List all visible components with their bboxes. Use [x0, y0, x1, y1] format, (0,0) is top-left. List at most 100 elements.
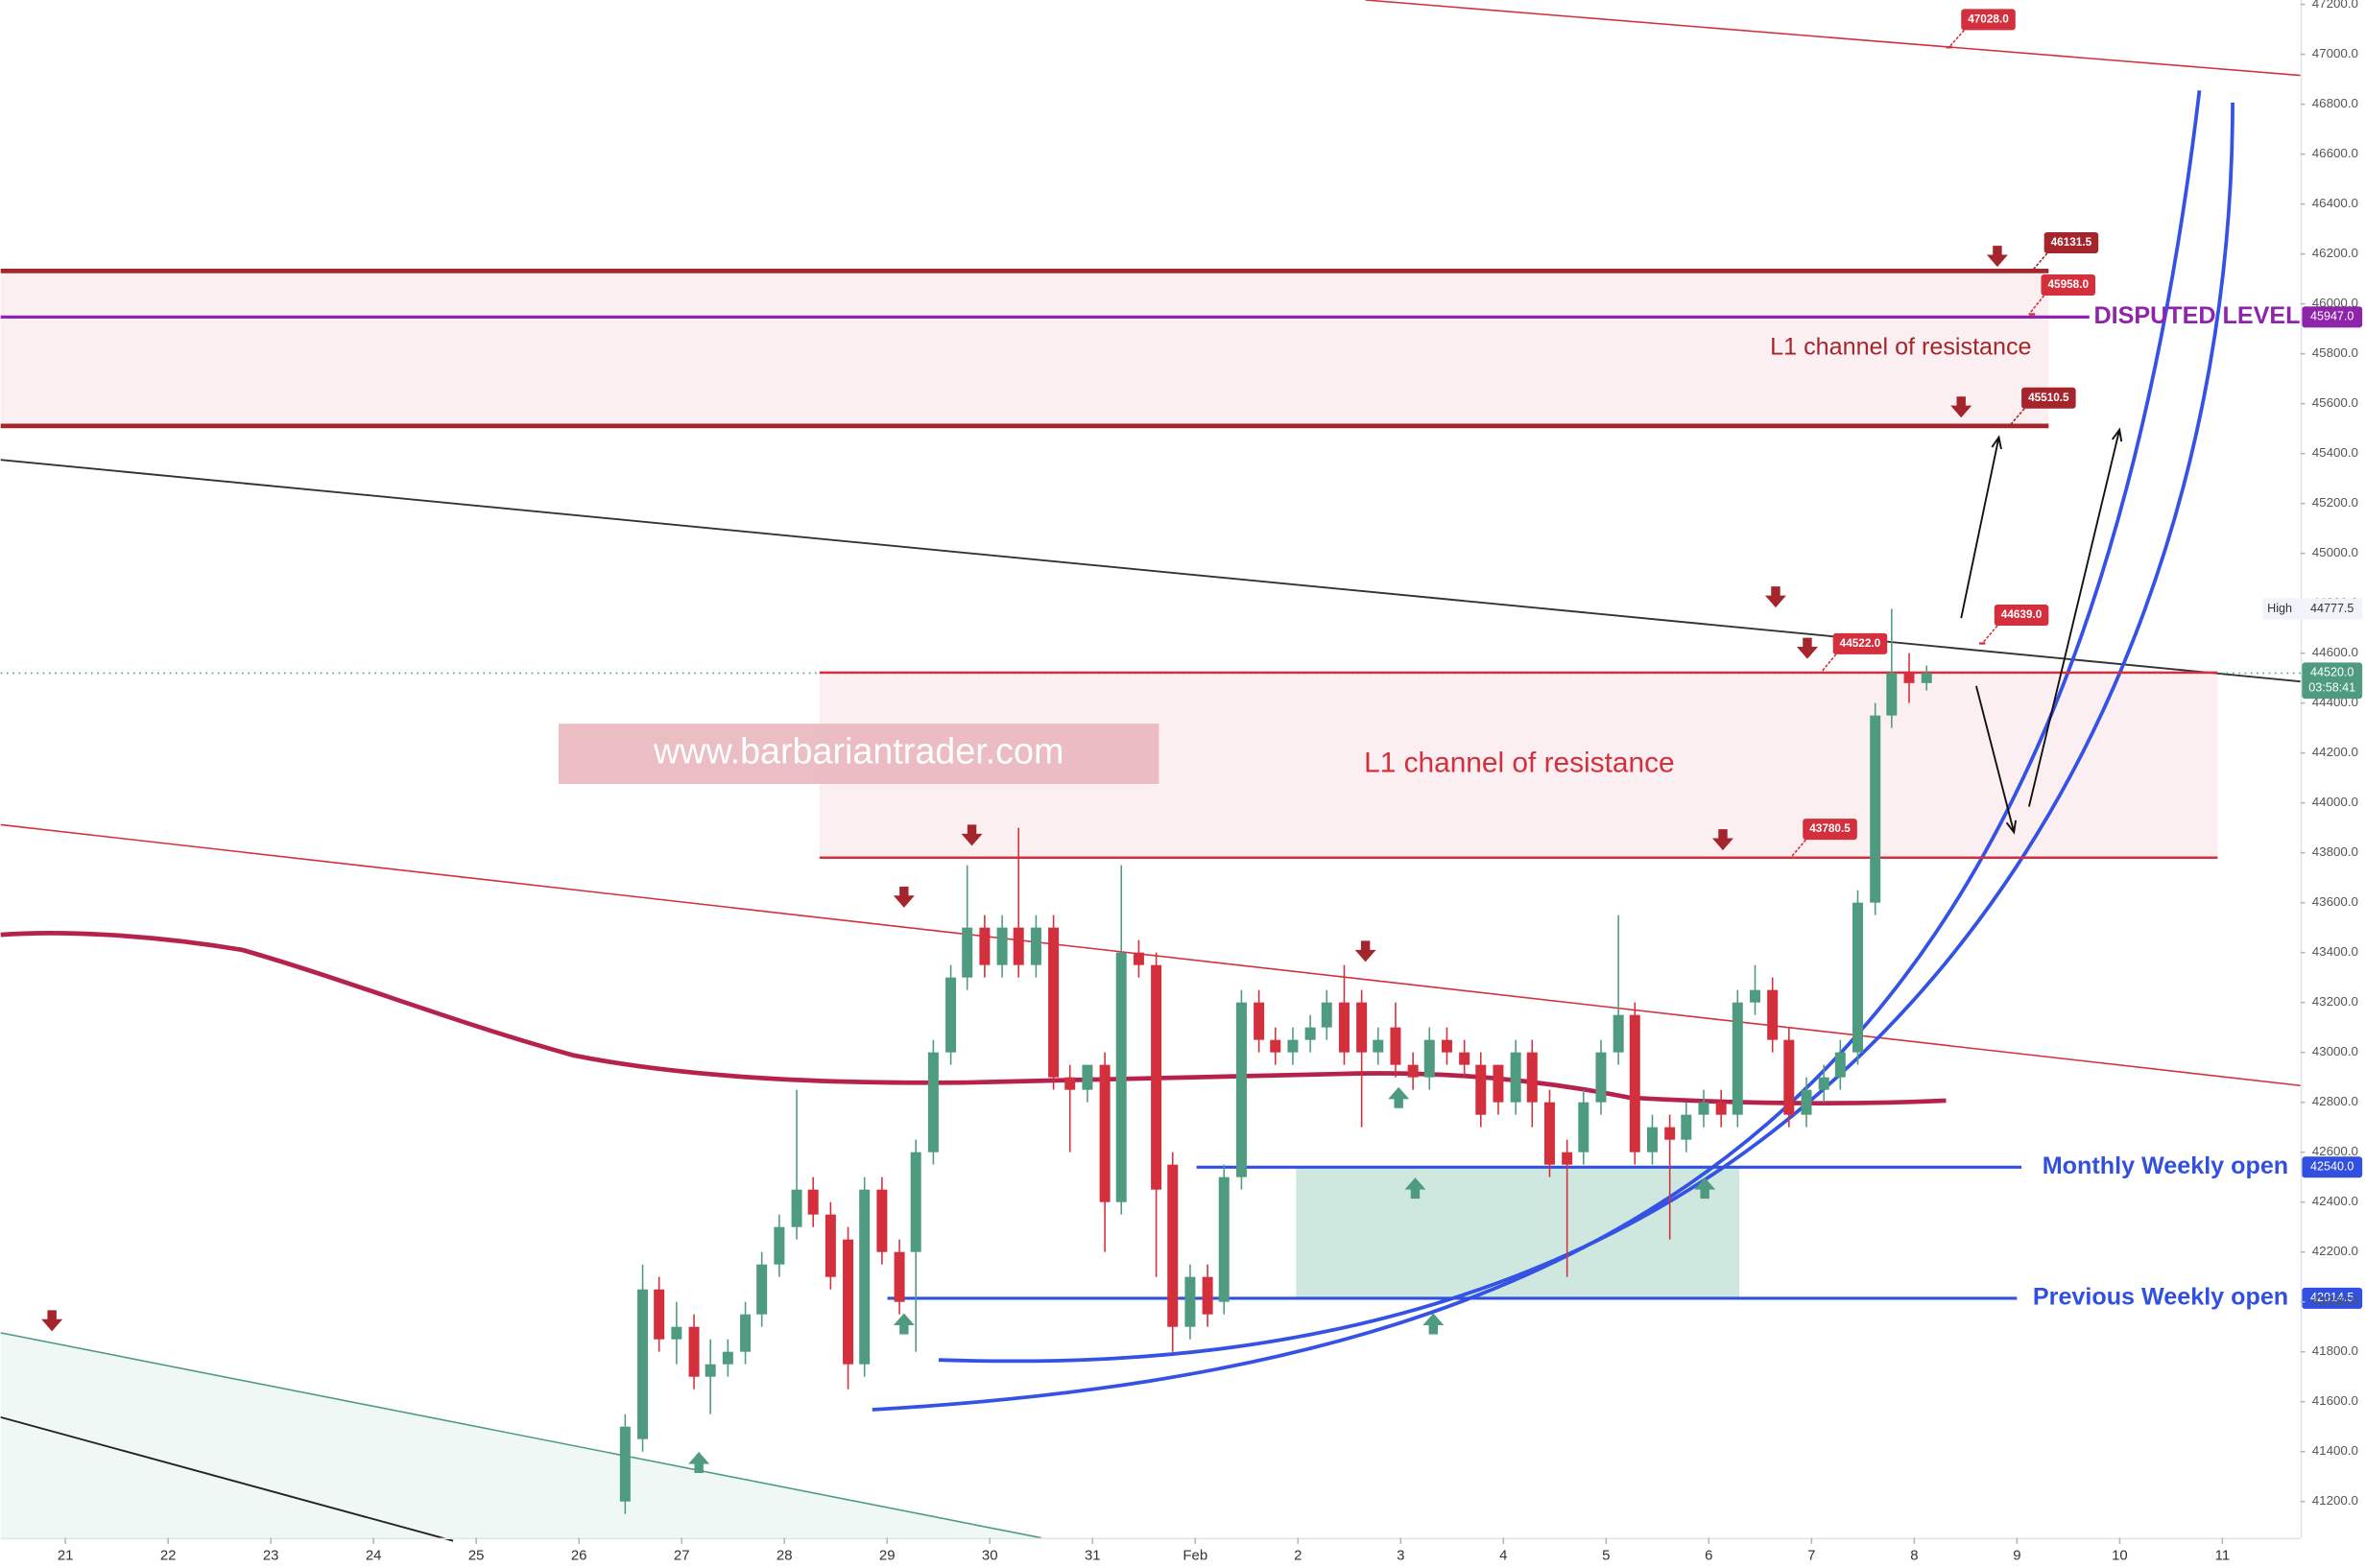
high-tag-label: High [2267, 602, 2292, 615]
x-tick-label: 8 [1910, 1547, 1918, 1563]
y-tick-label: 46000.0 [2312, 296, 2358, 310]
candle-body [1356, 1002, 1368, 1053]
channel-line [0, 1332, 1041, 1539]
candle-body [996, 927, 1008, 965]
level-tag-pointer [2031, 252, 2048, 272]
y-tick-label: 46400.0 [2312, 196, 2358, 210]
x-tick-label: 31 [1085, 1547, 1101, 1563]
candle-body [1304, 1027, 1316, 1040]
resistance-zone [0, 271, 2049, 426]
trend-line [0, 823, 2301, 1087]
candle-body [1493, 1064, 1504, 1103]
candle-body [1852, 902, 1864, 1053]
level-tag: 43780.5 [1809, 822, 1851, 835]
candle-body [1373, 1039, 1384, 1053]
high-tag-value: 44777.5 [2310, 602, 2354, 615]
x-tick-label: 24 [366, 1547, 382, 1563]
price-tag: 45958.0 [2048, 278, 2090, 291]
candle-body [1629, 1014, 1640, 1152]
candle-body [1423, 1039, 1435, 1078]
candle-body [1681, 1114, 1692, 1140]
down-arrow [893, 886, 915, 908]
last-price: 44520.0 [2310, 666, 2354, 679]
candle-body [1749, 989, 1760, 1003]
candle-body [1475, 1064, 1487, 1115]
level-tag: 46131.5 [2051, 236, 2092, 249]
x-tick-label: 6 [1705, 1547, 1712, 1563]
level-tag-pointer [2008, 408, 2025, 427]
candle-body [1578, 1102, 1589, 1152]
x-tick-label: 9 [2013, 1547, 2020, 1563]
x-tick-label: 5 [1602, 1547, 1610, 1563]
level-tag: 45510.5 [2028, 392, 2069, 404]
channel-label: L1 channel of resistance [1770, 334, 2031, 361]
y-tick-label: 41400.0 [2312, 1443, 2358, 1458]
candle-body [927, 1052, 939, 1152]
price-tag: 47028.0 [1968, 13, 2009, 26]
y-tick-label: 41800.0 [2312, 1343, 2358, 1358]
level-axis-tag-box [2302, 1287, 2363, 1309]
candle-body [1270, 1039, 1281, 1053]
candle-body [1543, 1102, 1555, 1165]
projection-arrowhead [2005, 820, 2017, 835]
candle-body [756, 1264, 768, 1315]
candle-body [774, 1226, 785, 1265]
projection-arrow [2028, 429, 2121, 807]
candle-body [1167, 1164, 1179, 1327]
y-tick-label: 42200.0 [2312, 1244, 2358, 1258]
candle-body [1390, 1027, 1401, 1065]
countdown: 03:58:41 [2308, 680, 2355, 694]
trend-line [0, 459, 2301, 683]
candle-body [962, 927, 973, 978]
y-tick-label: 43400.0 [2312, 944, 2358, 959]
price-tag-pointer [1981, 625, 1998, 644]
candle-body [1510, 1052, 1521, 1103]
down-arrow [41, 1310, 63, 1332]
candle-body [1151, 964, 1162, 1190]
x-tick-label: 25 [468, 1547, 485, 1563]
candle-body [910, 1152, 921, 1252]
candle-body [1886, 673, 1898, 716]
high-tag-box [2262, 598, 2363, 620]
x-tick-label: 29 [879, 1547, 896, 1563]
candle-body [722, 1351, 733, 1365]
watermark: www.barbariantrader.com [653, 731, 1064, 772]
candle-body [1613, 1014, 1624, 1053]
candle-body [740, 1314, 752, 1352]
down-arrow [1986, 246, 2008, 268]
candle-body [1202, 1276, 1213, 1315]
y-tick-label: 47200.0 [2312, 0, 2358, 11]
candle-body [1801, 1089, 1812, 1115]
candle-body [619, 1426, 631, 1502]
x-tick-label: 28 [777, 1547, 793, 1563]
candle-body [1441, 1039, 1452, 1053]
price-tag: 44639.0 [2001, 608, 2043, 621]
level-tag: 44522.0 [1840, 637, 1881, 650]
y-tick-label: 42800.0 [2312, 1094, 2358, 1108]
projection-arrow [1960, 437, 2000, 619]
x-tick-label: 3 [1397, 1547, 1404, 1563]
x-tick-label: 30 [982, 1547, 998, 1563]
y-tick-label: 46800.0 [2312, 96, 2358, 110]
projection-arrowhead [1991, 435, 2002, 450]
candle-body [1254, 1002, 1265, 1040]
down-arrow [1796, 637, 1818, 659]
y-tick-label: 42400.0 [2312, 1194, 2358, 1208]
down-arrow [961, 824, 983, 846]
candle-body [1526, 1052, 1538, 1103]
candle-body [1664, 1127, 1676, 1140]
candle-body [1030, 927, 1041, 965]
projection-arrow [1975, 685, 2016, 833]
x-tick-label: 10 [2112, 1547, 2128, 1563]
candle-body [1870, 715, 1881, 903]
x-tick-label: 7 [1807, 1547, 1815, 1563]
level-tag-box [1803, 819, 1857, 841]
candle-body [1064, 1077, 1076, 1090]
up-arrow [1404, 1177, 1426, 1200]
down-arrow [1764, 586, 1786, 608]
level-tag-pointer [1820, 653, 1837, 674]
level-tag-box [1832, 632, 1888, 654]
